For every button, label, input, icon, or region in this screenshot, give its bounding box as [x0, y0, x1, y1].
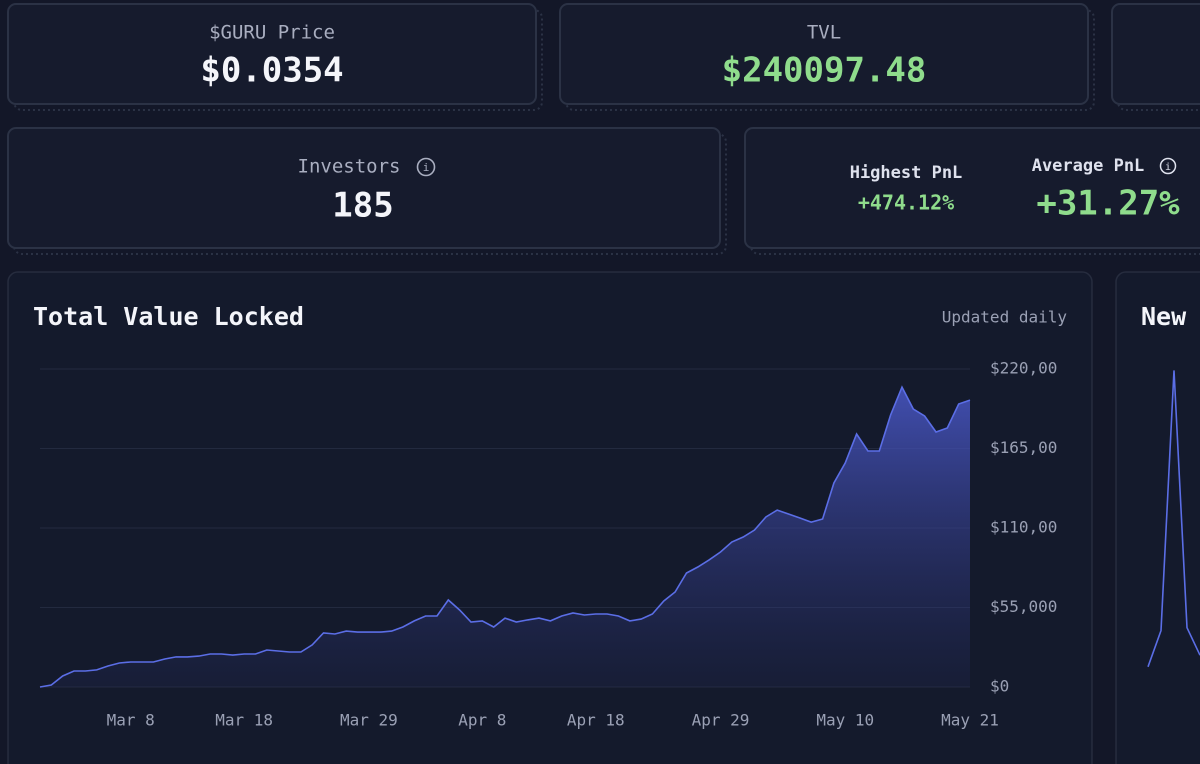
x-tick-label: Apr 18 — [567, 711, 625, 730]
card — [1111, 3, 1200, 105]
x-tick-label: May 10 — [816, 711, 874, 730]
y-tick-label: $165,00 — [990, 438, 1057, 457]
tvl-card — [559, 3, 1089, 105]
pnl-label: Average PnL — [1032, 156, 1145, 176]
line — [39, 385, 971, 688]
x-tick-label: Mar 8 — [107, 711, 155, 730]
area — [40, 387, 970, 687]
chart-title: New — [1141, 302, 1187, 331]
y-tick-label: $55,000 — [990, 597, 1057, 616]
x-tick-label: Mar 29 — [340, 711, 398, 730]
chart-subtitle: Updated daily — [942, 308, 1068, 327]
pnl-value: +474.12% — [858, 191, 954, 215]
card-label: Investors — [298, 156, 401, 178]
x-tick-label: Apr 8 — [458, 711, 506, 730]
chart-title: Total Value Locked — [33, 302, 304, 331]
x-tick-label: May 21 — [941, 711, 999, 730]
investors-card — [7, 127, 721, 249]
info-icon-glyph: i — [1165, 162, 1171, 173]
y-tick-label: $0 — [990, 677, 1009, 696]
pnl-label: Highest PnL — [850, 163, 963, 183]
line — [1147, 370, 1200, 668]
x-tick-label: Mar 18 — [215, 711, 273, 730]
y-tick-label: $220,00 — [990, 359, 1057, 378]
chart-panel — [1115, 271, 1200, 764]
card-label: $GURU Price — [209, 22, 335, 44]
card-value: $240097.48 — [722, 51, 927, 91]
pnl-value: +31.27% — [1036, 184, 1180, 224]
info-icon-glyph: i — [423, 161, 430, 174]
price-card — [7, 3, 537, 105]
card-value: 185 — [332, 186, 393, 226]
info-icon[interactable] — [416, 157, 436, 177]
card-value: $0.0354 — [200, 51, 343, 91]
y-tick-label: $110,00 — [990, 518, 1057, 537]
card-label: TVL — [807, 22, 841, 44]
x-tick-label: Apr 29 — [692, 711, 750, 730]
pnl-card — [744, 127, 1200, 249]
info-icon[interactable] — [1159, 157, 1177, 175]
